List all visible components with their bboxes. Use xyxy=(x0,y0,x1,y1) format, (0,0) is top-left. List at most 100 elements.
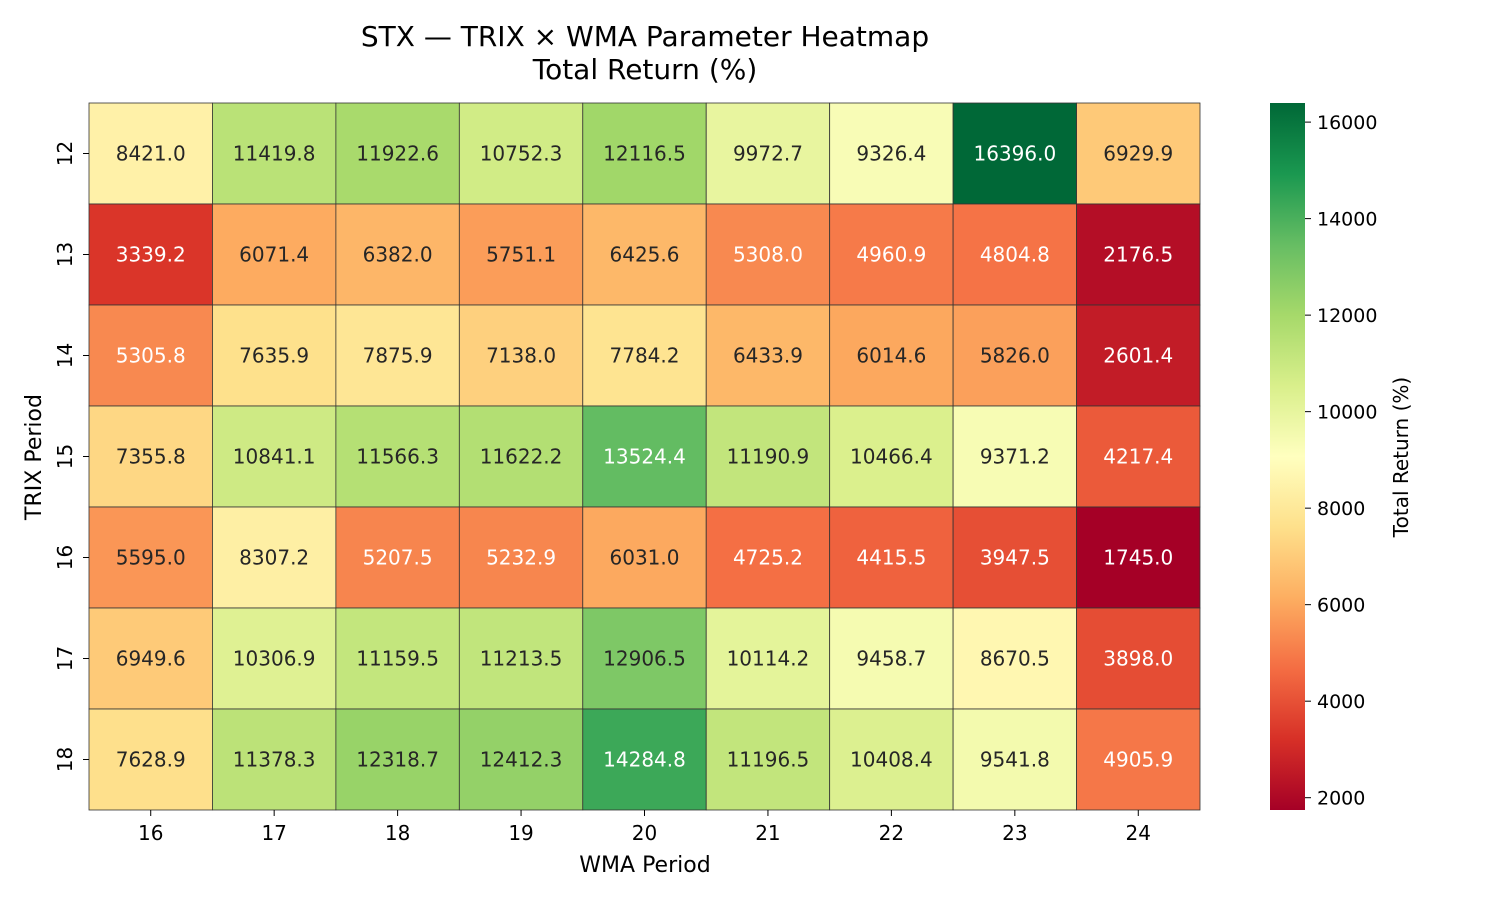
cell-value-label: 11159.5 xyxy=(356,647,439,671)
cell-value-label: 5305.8 xyxy=(116,344,186,368)
heatmap-cell xyxy=(705,506,831,609)
x-tick-label: 19 xyxy=(508,821,533,845)
cell-value-label: 5207.5 xyxy=(363,546,433,570)
heatmap-cell xyxy=(88,708,213,811)
heatmap-cell xyxy=(829,708,954,811)
cell-value-label: 6929.9 xyxy=(1103,142,1173,166)
cell-value-label: 6071.4 xyxy=(239,243,309,267)
colorbar-tick-label: 12000 xyxy=(1317,305,1377,327)
cell-value-label: 6014.6 xyxy=(856,344,926,368)
heatmap-cell xyxy=(829,203,954,306)
y-tick-label: 18 xyxy=(53,747,77,772)
cell-value-label: 4725.2 xyxy=(733,546,803,570)
cell-value-label: 10408.4 xyxy=(850,748,933,772)
chart-subtitle: Total Return (%) xyxy=(532,53,758,86)
cell-value-label: 11378.3 xyxy=(233,748,316,772)
cell-value-label: 10752.3 xyxy=(480,142,563,166)
cell-value-label: 7628.9 xyxy=(116,748,186,772)
x-tick-label: 18 xyxy=(385,821,410,845)
cell-value-label: 5308.0 xyxy=(733,243,803,267)
heatmap-cell xyxy=(1076,203,1201,306)
heatmap-cell xyxy=(582,203,707,306)
cell-value-label: 10841.1 xyxy=(233,445,316,469)
heatmap-cell xyxy=(458,203,584,306)
colorbar-tick-label: 6000 xyxy=(1317,595,1365,617)
heatmap-cell xyxy=(88,102,213,205)
heatmap-cell xyxy=(212,607,337,710)
heatmap-cell xyxy=(212,708,337,811)
cell-value-label: 13524.4 xyxy=(603,445,686,469)
cell-value-label: 9541.8 xyxy=(980,748,1050,772)
heatmap-cell xyxy=(212,304,337,407)
heatmap-cell xyxy=(335,102,460,205)
heatmap-cell xyxy=(458,304,584,407)
y-axis-label: TRIX Period xyxy=(22,394,47,521)
cell-value-label: 11922.6 xyxy=(356,142,439,166)
cell-value-label: 9972.7 xyxy=(733,142,803,166)
cell-value-label: 7875.9 xyxy=(363,344,433,368)
y-tick-label: 12 xyxy=(53,141,77,166)
colorbar-ticks: 2000 4000 6000 8000 10000 12000 14000 16000 xyxy=(1305,112,1377,810)
heatmap-cell xyxy=(88,203,213,306)
heatmap-cell xyxy=(88,506,213,609)
heatmap-cell xyxy=(952,203,1077,306)
cell-value-label: 6382.0 xyxy=(363,243,433,267)
heatmap-cell xyxy=(335,203,460,306)
heatmap-cell xyxy=(582,607,707,710)
cell-value-label: 9326.4 xyxy=(856,142,926,166)
cell-value-label: 4415.5 xyxy=(856,546,926,570)
cell-value-label: 14284.8 xyxy=(603,748,686,772)
heatmap-cell xyxy=(1076,405,1201,508)
cell-value-label: 12412.3 xyxy=(480,748,563,772)
cell-value-label: 10114.2 xyxy=(727,647,810,671)
cell-value-label: 6949.6 xyxy=(116,647,186,671)
cell-value-label: 4960.9 xyxy=(856,243,926,267)
colorbar xyxy=(1270,103,1305,810)
x-tick-label: 23 xyxy=(1002,821,1027,845)
heatmap-cell xyxy=(829,304,954,407)
colorbar-label: Total Return (%) xyxy=(1389,377,1413,538)
y-tick-label: 13 xyxy=(53,242,77,267)
heatmap-cell xyxy=(458,607,584,710)
heatmap-cell xyxy=(582,304,707,407)
cell-value-label: 4217.4 xyxy=(1103,445,1173,469)
cell-value-label: 1745.0 xyxy=(1103,546,1173,570)
colorbar-tick-label: 16000 xyxy=(1317,112,1377,134)
cell-value-label: 8670.5 xyxy=(980,647,1050,671)
heatmap-cell xyxy=(458,102,584,205)
cell-value-label: 4905.9 xyxy=(1103,748,1173,772)
cell-value-label: 5595.0 xyxy=(116,546,186,570)
cell-value-label: 5232.9 xyxy=(486,546,556,570)
heatmap-cell xyxy=(335,304,460,407)
x-tick-label: 16 xyxy=(138,821,163,845)
cell-value-label: 12116.5 xyxy=(603,142,686,166)
heatmap-cell xyxy=(212,506,337,609)
cell-value-label: 2601.4 xyxy=(1103,344,1173,368)
y-axis-ticks: 12 13 14 15 16 17 18 xyxy=(53,141,89,772)
cell-value-label: 11419.8 xyxy=(233,142,316,166)
colorbar-tick-label: 10000 xyxy=(1317,402,1377,424)
heatmap-cell xyxy=(335,506,460,609)
cell-value-label: 16396.0 xyxy=(973,142,1056,166)
cell-value-label: 6425.6 xyxy=(610,243,680,267)
x-tick-label: 24 xyxy=(1126,821,1151,845)
cell-value-label: 10466.4 xyxy=(850,445,933,469)
heatmap-cell xyxy=(829,506,954,609)
y-tick-label: 16 xyxy=(53,545,77,570)
chart-title: STX — TRIX × WMA Parameter Heatmap xyxy=(361,20,929,53)
cell-value-label: 11566.3 xyxy=(356,445,439,469)
heatmap-cell xyxy=(582,708,707,811)
heatmap-cell xyxy=(1076,304,1201,407)
heatmap-cell xyxy=(952,607,1077,710)
colorbar-tick-label: 14000 xyxy=(1317,209,1377,231)
heatmap-cell xyxy=(458,506,584,609)
cell-value-label: 8307.2 xyxy=(239,546,309,570)
heatmap-cell xyxy=(458,405,584,508)
cell-value-label: 12318.7 xyxy=(356,748,439,772)
heatmap-cell xyxy=(829,405,954,508)
cell-value-label: 7784.2 xyxy=(610,344,680,368)
heatmap-cell xyxy=(335,607,460,710)
heatmap-cell xyxy=(952,102,1077,205)
